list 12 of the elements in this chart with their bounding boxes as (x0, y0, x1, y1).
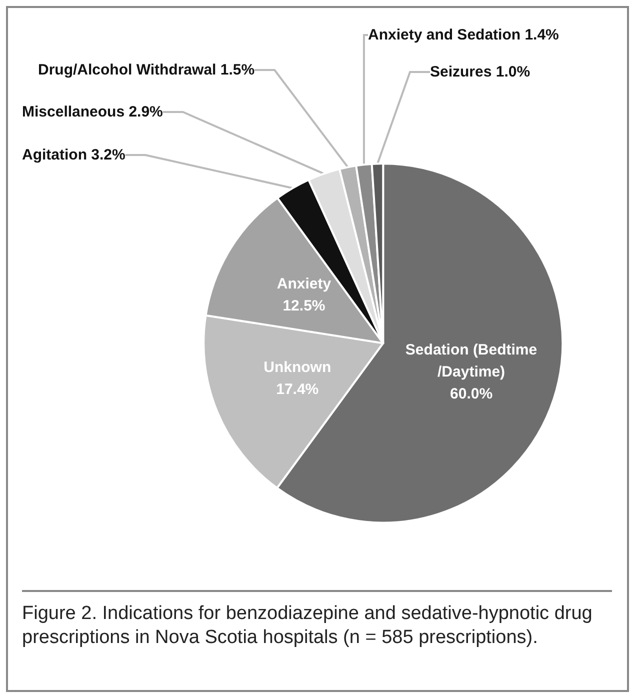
slice-label: Drug/Alcohol Withdrawal 1.5% (38, 62, 255, 78)
data-label: 12.5% (282, 297, 326, 314)
data-label: 17.4% (276, 381, 319, 398)
slice-label: Sedation (Bedtime/Daytime) (405, 341, 538, 380)
slice-label: Unknown (264, 359, 332, 376)
data-label: 60.0% (450, 385, 493, 402)
slice-label: Agitation 3.2% (22, 146, 126, 164)
slice-label: Seizures 1.0% (430, 64, 530, 80)
slice-label: Anxiety and Sedation 1.4% (368, 26, 559, 44)
slice-label: Anxiety (276, 275, 332, 292)
caption: Figure 2. Indications for benzodiazepine and sedative-hypnotic drug prescriptions in Nova Scotia hospitals (n = 585 prescriptions). (22, 590, 612, 650)
slice-label: Miscellaneous 2.9% (22, 104, 163, 120)
